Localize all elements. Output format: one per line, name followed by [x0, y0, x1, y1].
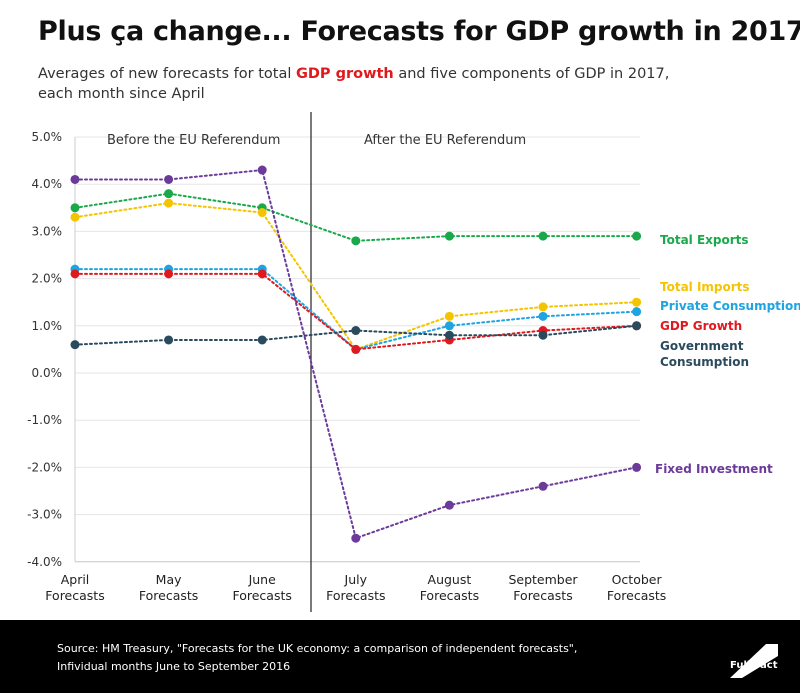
y-tick-label: -3.0%	[27, 508, 62, 522]
data-point	[70, 340, 80, 350]
data-point	[70, 269, 80, 279]
source-line-1: Source: HM Treasury, "Forecasts for the …	[57, 642, 578, 655]
series-label: Fixed Investment	[655, 462, 773, 476]
source-line-2: Infividual months June to September 2016	[57, 660, 291, 673]
data-point	[164, 198, 174, 208]
series-line	[74, 272, 638, 351]
data-point	[351, 236, 361, 246]
series-label: Government	[660, 339, 744, 353]
series-label: Consumption	[660, 355, 749, 369]
data-point	[351, 344, 361, 354]
x-tick-label-line: Forecasts	[513, 588, 572, 603]
x-tick-label-line: June	[248, 572, 277, 587]
y-tick-label: 3.0%	[32, 224, 63, 238]
series-label: GDP Growth	[660, 319, 742, 333]
subtitle-text: Averages of new forecasts for total	[38, 66, 296, 82]
annotation-after: After the EU Referendum	[364, 133, 526, 148]
subtitle-line2: each month since April	[38, 86, 205, 102]
source-note: Source: HM Treasury, "Forecasts for the …	[57, 640, 577, 676]
data-point	[164, 269, 174, 279]
data-point	[632, 307, 642, 317]
data-point	[70, 212, 80, 222]
data-point	[444, 231, 454, 241]
y-tick-label: -2.0%	[27, 460, 62, 474]
series-line	[74, 168, 638, 540]
data-point	[257, 269, 267, 279]
data-point	[257, 165, 267, 175]
chart-subtitle: Averages of new forecasts for total GDP …	[38, 64, 669, 104]
data-point	[632, 462, 642, 472]
x-tick-label: May Forecasts	[139, 572, 198, 603]
x-tick-label-line: July	[344, 572, 368, 587]
data-point	[257, 335, 267, 345]
subtitle-text-end: and five components of GDP in 2017,	[393, 66, 670, 82]
series-line	[74, 268, 638, 351]
x-tick-label: April Forecasts	[45, 572, 104, 603]
y-tick-label: 0.0%	[32, 366, 63, 380]
data-point	[351, 533, 361, 543]
series-label: Private Consumption	[660, 299, 800, 313]
x-tick-label-line: Forecasts	[326, 588, 385, 603]
data-point	[632, 321, 642, 331]
x-tick-label-line: Forecasts	[420, 588, 479, 603]
x-tick-label: July Forecasts	[326, 572, 385, 603]
data-point	[70, 174, 80, 184]
annotation-before: Before the EU Referendum	[107, 133, 280, 148]
full-fact-logo-icon	[730, 644, 778, 678]
data-point	[538, 330, 548, 340]
chart-title: Plus ça change... Forecasts for GDP grow…	[38, 16, 800, 47]
x-tick-label: September Forecasts	[508, 572, 578, 603]
data-point	[70, 203, 80, 213]
x-tick-label-line: Forecasts	[232, 588, 291, 603]
x-tick-label-line: Forecasts	[607, 588, 666, 603]
data-point	[164, 174, 174, 184]
line-chart: 5.0% 4.0% 3.0% 2.0% 1.0% 0.0% -1.0% -2.0% -3.0% -…	[27, 112, 800, 612]
series-line	[74, 192, 638, 242]
logo-text: Full Fact	[730, 660, 778, 671]
subtitle-highlight: GDP growth	[295, 66, 394, 82]
y-tick-label: -4.0%	[27, 555, 62, 569]
data-point	[538, 311, 548, 321]
data-point	[444, 311, 454, 321]
data-point	[538, 481, 548, 491]
data-point	[444, 330, 454, 340]
x-tick-label-line: May	[156, 572, 182, 587]
series-label: Total Exports	[660, 233, 749, 247]
data-point	[164, 335, 174, 345]
x-tick-label-line: September	[508, 572, 578, 587]
data-point	[632, 231, 642, 241]
data-point	[632, 297, 642, 307]
y-tick-label: -1.0%	[27, 413, 62, 427]
data-point	[538, 302, 548, 312]
footer: Source: HM Treasury, "Forecasts for the …	[0, 620, 800, 693]
y-tick-label: 2.0%	[32, 272, 63, 286]
y-tick-label: 1.0%	[32, 319, 63, 333]
data-point	[538, 231, 548, 241]
x-tick-label: October Forecasts	[607, 572, 666, 603]
x-tick-label: August Forecasts	[420, 572, 479, 603]
x-tick-label-line: October	[612, 572, 663, 587]
data-point	[444, 500, 454, 510]
x-tick-label-line: August	[428, 572, 472, 587]
data-point	[164, 189, 174, 199]
data-point	[257, 208, 267, 218]
series-label: Total Imports	[660, 280, 750, 294]
data-point	[351, 326, 361, 336]
data-point	[444, 321, 454, 331]
x-tick-label: June Forecasts	[232, 572, 291, 603]
y-tick-label: 5.0%	[32, 130, 63, 144]
x-tick-label-line: Forecasts	[139, 588, 198, 603]
x-tick-label-line: April	[61, 572, 90, 587]
y-tick-label: 4.0%	[32, 177, 63, 191]
x-tick-label-line: Forecasts	[45, 588, 104, 603]
